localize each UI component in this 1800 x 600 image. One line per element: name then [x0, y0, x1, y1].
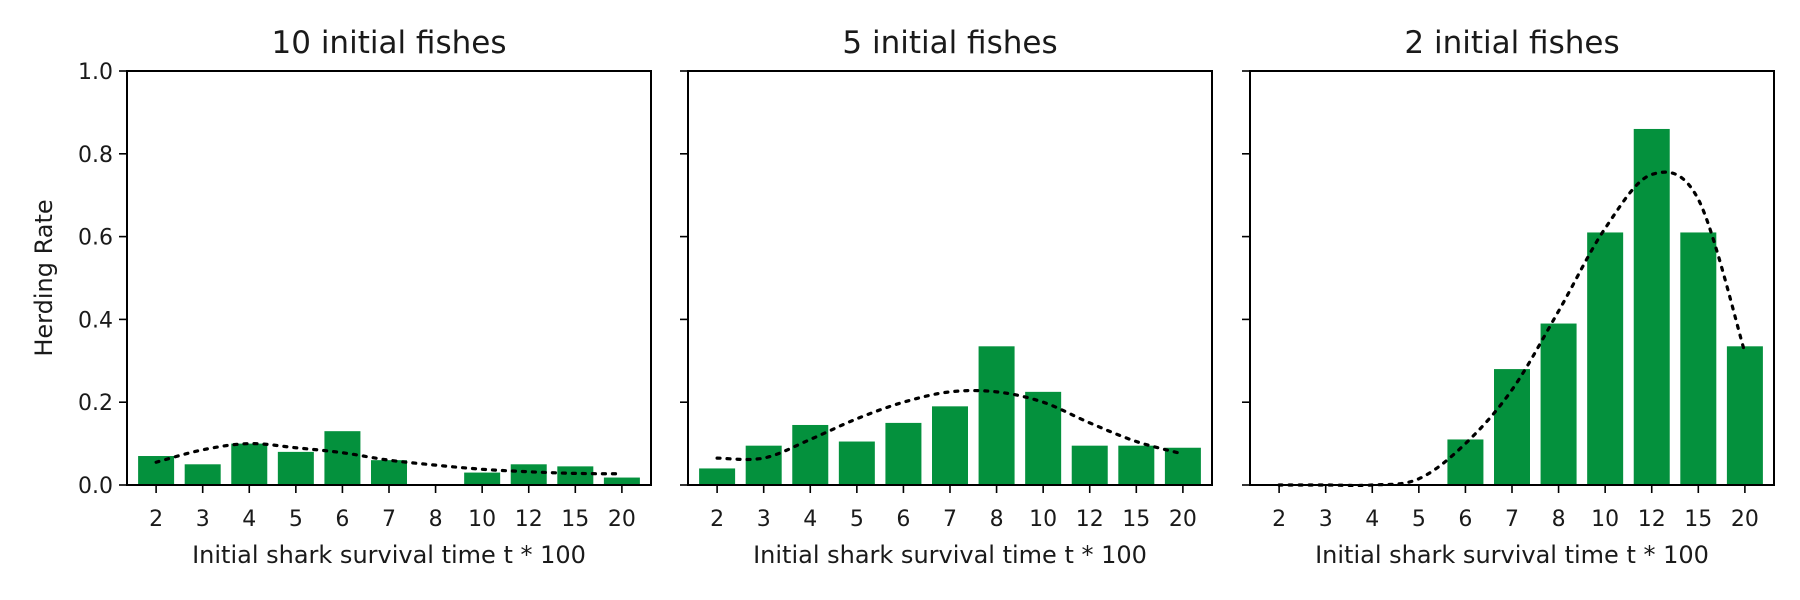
bar: [464, 472, 501, 485]
bar: [184, 464, 221, 485]
x-tick-label: 8: [429, 507, 443, 532]
bar: [1447, 439, 1484, 485]
bar: [1726, 346, 1763, 485]
x-tick-label: 2: [149, 507, 163, 532]
y-tick-label: 0.2: [78, 391, 113, 416]
trend-line: [154, 441, 624, 476]
panel-title: 2 initial fishes: [1404, 25, 1619, 61]
x-tick-label: 5: [850, 507, 864, 532]
bar: [978, 346, 1015, 485]
bar: [603, 477, 640, 485]
bar: [699, 468, 736, 485]
bar: [1587, 232, 1624, 485]
x-tick-label: 2: [710, 507, 724, 532]
x-tick-label: 7: [382, 507, 396, 532]
bar: [838, 441, 875, 485]
bar: [1540, 323, 1577, 485]
bar: [745, 445, 782, 485]
x-axis-label: Initial shark survival time t * 100: [192, 541, 586, 569]
x-tick-label: 4: [242, 507, 256, 532]
bar: [885, 422, 922, 485]
x-tick-label: 4: [803, 507, 817, 532]
bar: [231, 443, 268, 485]
y-tick-label: 0.0: [78, 474, 113, 499]
x-tick-label: 10: [1029, 507, 1057, 532]
x-axis-label: Initial shark survival time t * 100: [1315, 541, 1709, 569]
bar: [138, 456, 175, 485]
x-tick-label: 12: [515, 507, 543, 532]
x-tick-label: 15: [1122, 507, 1150, 532]
y-axis-label: Herding Rate: [30, 199, 58, 356]
x-tick-label: 2: [1272, 507, 1286, 532]
x-tick-label: 10: [468, 507, 496, 532]
x-tick-label: 5: [1412, 507, 1426, 532]
y-tick-label: 0.4: [78, 308, 113, 333]
bar: [1071, 445, 1108, 485]
x-tick-label: 20: [1731, 507, 1759, 532]
x-tick-label: 20: [1169, 507, 1197, 532]
panel-title: 5 initial fishes: [842, 25, 1057, 61]
x-tick-label: 7: [1505, 507, 1519, 532]
x-tick-label: 15: [1684, 507, 1712, 532]
x-tick-label: 3: [196, 507, 210, 532]
x-tick-label: 6: [896, 507, 910, 532]
x-tick-label: 12: [1076, 507, 1104, 532]
x-tick-label: 6: [335, 507, 349, 532]
y-tick-label: 0.6: [78, 226, 113, 251]
y-tick-label: 0.8: [78, 143, 113, 168]
x-tick-label: 10: [1591, 507, 1619, 532]
bar: [932, 406, 968, 485]
x-tick-label: 5: [289, 507, 303, 532]
x-tick-label: 15: [561, 507, 589, 532]
x-tick-label: 20: [608, 507, 636, 532]
y-tick-label: 1.0: [78, 60, 113, 85]
x-axis-label: Initial shark survival time t * 100: [753, 541, 1147, 569]
bar: [1680, 232, 1717, 485]
bar: [371, 460, 407, 485]
x-tick-label: 3: [757, 507, 771, 532]
x-tick-label: 6: [1458, 507, 1472, 532]
x-tick-label: 7: [943, 507, 957, 532]
trend-line: [715, 388, 1185, 462]
x-tick-label: 8: [990, 507, 1004, 532]
x-tick-label: 4: [1365, 507, 1379, 532]
bar: [1118, 445, 1155, 485]
x-tick-label: 3: [1319, 507, 1333, 532]
bar: [277, 451, 314, 485]
x-tick-label: 12: [1638, 507, 1666, 532]
chart-panel-3: 2 initial fishes 2 3 4 5 6 7 8 10 12 15 20 Initial s…: [1242, 25, 1775, 569]
bar: [510, 464, 547, 485]
bar: [1494, 369, 1530, 485]
chart-panels: 10 initial fishes 0.0 0.2 0.4 0.6 0.8 1.0 2 3 4 5 6…: [30, 25, 1775, 569]
chart-panel-1: 10 initial fishes 0.0 0.2 0.4 0.6 0.8 1.0 2 3 4 5 6…: [30, 25, 652, 569]
bar: [1164, 447, 1201, 485]
bar: [324, 431, 361, 485]
x-tick-label: 8: [1552, 507, 1566, 532]
bar: [1633, 128, 1670, 485]
panel-title: 10 initial fishes: [272, 25, 507, 61]
bar: [557, 466, 594, 485]
chart-panel-2: 5 initial fishes 2 3 4 5 6 7 8 10 12 15 20 Initial s…: [680, 25, 1213, 569]
plot-frame: [126, 70, 652, 486]
